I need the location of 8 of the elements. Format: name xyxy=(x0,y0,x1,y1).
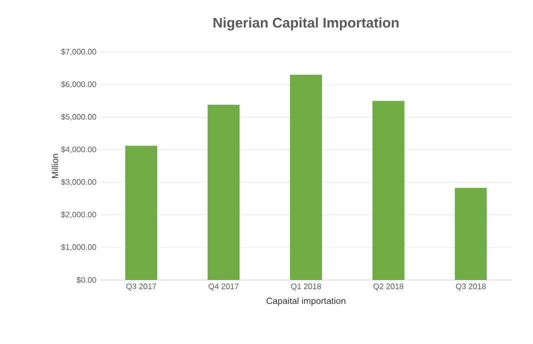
bar xyxy=(372,100,404,280)
chart-title: Nigerian Capital Importation xyxy=(214,17,399,30)
x-axis-title: Capaital importation xyxy=(266,297,346,306)
bar xyxy=(125,146,158,280)
bar xyxy=(454,188,487,280)
bar xyxy=(208,104,240,280)
y-axis-title: Million xyxy=(52,154,58,178)
bar xyxy=(290,74,322,280)
